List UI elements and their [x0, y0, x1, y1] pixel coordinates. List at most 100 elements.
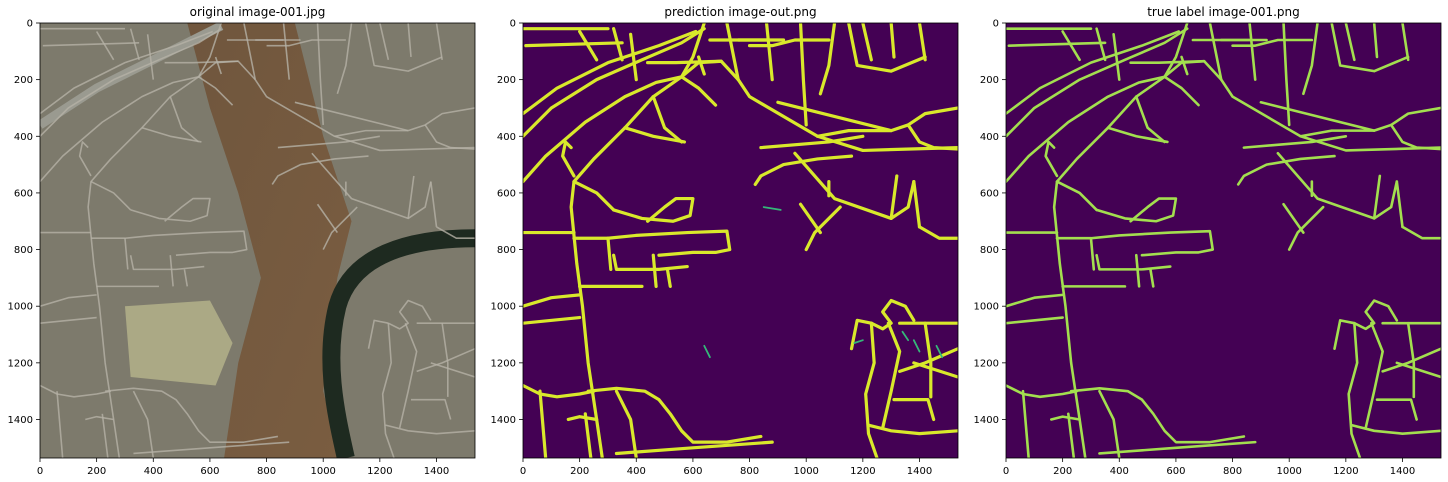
- road-segment: [725, 23, 958, 153]
- street: [424, 124, 475, 150]
- panel-original: original image-001.jpg 0 200 400 600 800 1000…: [8, 5, 476, 477]
- y-tick-label: 1000: [974, 302, 999, 313]
- x-tick-label: 200: [570, 466, 589, 477]
- river: [322, 229, 475, 458]
- street: [40, 27, 222, 137]
- road-segment: [889, 174, 899, 221]
- road-segment: [1163, 59, 1223, 81]
- road-network: [1006, 23, 1441, 458]
- road-segment: [651, 95, 684, 144]
- x-tick-label: 400: [627, 466, 646, 477]
- road-segment: [1163, 75, 1200, 107]
- street: [40, 384, 111, 398]
- street: [90, 230, 248, 257]
- x-tick-label: 1200: [1333, 466, 1358, 477]
- road-segment: [1248, 23, 1257, 81]
- road-segment: [1098, 440, 1257, 455]
- road-fragment: [901, 330, 910, 342]
- road-segment: [524, 41, 624, 48]
- y-axis: 0 200 400 600 800 1000 1200 1400: [974, 19, 1006, 426]
- road-segment: [1364, 321, 1384, 430]
- y-tick-label: 800: [980, 245, 999, 256]
- street: [336, 23, 353, 95]
- street: [130, 197, 211, 223]
- x-tick-label: 800: [257, 466, 276, 477]
- road-segment: [523, 293, 582, 308]
- road-segment: [847, 23, 927, 73]
- road-segment: [1236, 154, 1336, 186]
- road-segment: [1095, 27, 1107, 62]
- road-segment: [1112, 33, 1121, 81]
- road-segment: [1231, 38, 1314, 47]
- road-segment: [1372, 23, 1379, 59]
- road-segment: [665, 267, 672, 288]
- y-tick-label: 0: [27, 19, 33, 30]
- y-tick-label: 400: [14, 132, 33, 143]
- road-segment: [583, 412, 593, 458]
- road-segment: [1134, 253, 1141, 288]
- x-tick-label: 1200: [850, 466, 875, 477]
- road-segment: [1242, 134, 1348, 149]
- y-tick-label: 600: [497, 188, 516, 199]
- road-segment: [764, 23, 774, 82]
- street: [101, 413, 109, 458]
- road-segment: [1067, 412, 1076, 458]
- road-segment: [1089, 236, 1096, 271]
- road-segment: [679, 59, 740, 82]
- x-tick-label: 600: [683, 466, 702, 477]
- road-segment: [759, 134, 865, 150]
- road-segment: [523, 27, 706, 138]
- road-segment: [818, 23, 837, 96]
- y-tick-label: 600: [980, 188, 999, 199]
- street: [105, 387, 279, 443]
- x-tick-label: 200: [87, 466, 106, 477]
- road-segment: [861, 23, 873, 62]
- street: [441, 323, 449, 397]
- x-axis: 0 200 400 600 800 1000 1200 1400: [1003, 458, 1415, 477]
- road-segment: [1006, 384, 1079, 399]
- axes-frame: [1005, 22, 1442, 459]
- road-segment: [1149, 268, 1155, 288]
- mask-background: [1006, 23, 1441, 458]
- label-mask: [1006, 23, 1441, 458]
- image-content: [40, 23, 475, 458]
- road-segment: [586, 386, 763, 444]
- road-segment: [1333, 319, 1356, 350]
- road-segment: [1344, 23, 1356, 62]
- y-tick-label: 0: [510, 19, 516, 30]
- road-segment: [906, 123, 958, 151]
- road-segment: [572, 179, 616, 212]
- x-tick-label: 0: [1003, 466, 1009, 477]
- road-segment: [1006, 293, 1064, 308]
- y-tick-label: 1400: [491, 415, 516, 426]
- road-segment: [1180, 55, 1189, 76]
- street: [416, 347, 475, 373]
- road-segment: [523, 75, 684, 184]
- road-segment: [1006, 30, 1181, 115]
- road-segment: [917, 23, 927, 62]
- y-tick-label: 0: [993, 19, 999, 30]
- road-segment: [798, 202, 822, 235]
- road-segment: [912, 361, 958, 379]
- road-fragment: [853, 339, 864, 344]
- y-tick-label: 1200: [8, 358, 33, 369]
- road-segment: [538, 389, 548, 458]
- road-segment: [1098, 389, 1121, 458]
- street: [436, 226, 475, 240]
- road-fragment: [912, 339, 921, 353]
- street: [430, 362, 475, 378]
- street: [364, 23, 443, 72]
- road-segment: [566, 415, 599, 422]
- x-tick-label: 400: [144, 466, 163, 477]
- road-segment: [612, 253, 689, 271]
- street: [387, 299, 432, 330]
- street: [381, 323, 395, 458]
- y-tick-label: 1200: [491, 358, 516, 369]
- x-axis: 0 200 400 600 800 1000 1200 1400: [37, 458, 449, 477]
- x-tick-label: 400: [1110, 466, 1129, 477]
- street: [410, 398, 452, 420]
- road-segment: [1395, 180, 1404, 229]
- road-segment: [1095, 253, 1172, 271]
- forest-area: [187, 23, 352, 458]
- road-segment: [776, 100, 893, 133]
